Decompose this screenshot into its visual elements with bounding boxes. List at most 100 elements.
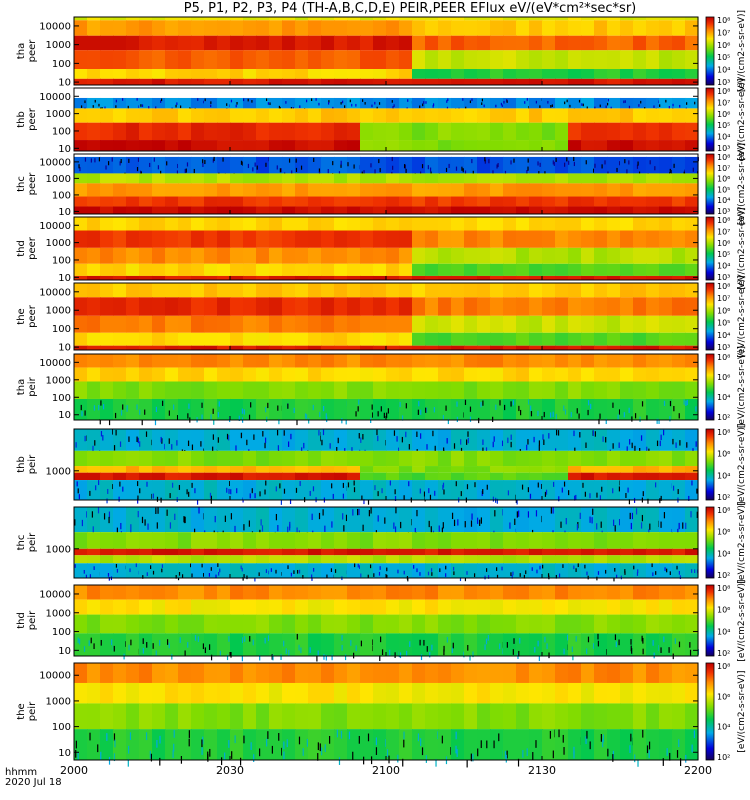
noise-speck — [289, 521, 291, 529]
spectrogram-cell — [568, 97, 582, 109]
y-tick-label: 10000 — [39, 589, 71, 600]
spectrogram-cell — [334, 472, 348, 481]
noise-speck — [527, 487, 529, 493]
spectrogram-cell — [490, 599, 504, 615]
spectrogram-cell — [672, 140, 686, 151]
spectrogram-cell — [373, 429, 387, 451]
noise-speck — [107, 488, 109, 494]
noise-speck — [86, 511, 88, 518]
noise-speck — [363, 756, 365, 765]
spectrogram-cell — [633, 480, 647, 500]
spectrogram-cell — [217, 729, 231, 760]
noise-speck — [405, 168, 407, 173]
spectrogram-cell — [230, 585, 244, 600]
spectrogram-cell — [126, 585, 140, 600]
spectrogram-cell — [412, 429, 426, 451]
spectrogram-cell — [139, 122, 153, 141]
spectrogram-cell — [269, 17, 283, 21]
spectrogram-cell — [555, 332, 569, 346]
noise-speck — [353, 164, 355, 169]
noise-speck — [299, 481, 301, 487]
spectrogram-cell — [308, 332, 322, 346]
noise-speck — [401, 415, 404, 421]
spectrogram-cell — [295, 548, 309, 556]
noise-speck — [618, 639, 620, 646]
spectrogram-cell — [529, 69, 543, 79]
spectrogram-cell — [503, 472, 517, 481]
spectrogram-cell — [477, 548, 491, 556]
noise-speck — [159, 735, 161, 744]
noise-speck — [666, 748, 668, 756]
spectrogram-cell — [685, 332, 699, 346]
spectrogram-cell — [152, 17, 166, 21]
noise-speck — [77, 488, 79, 494]
spectrogram-cell — [412, 275, 426, 280]
spectrogram-cell — [438, 17, 452, 21]
spectrogram-cell — [165, 429, 179, 451]
spectrogram-cell — [347, 50, 361, 70]
spectrogram-cell — [204, 682, 218, 704]
noise-speck — [629, 745, 631, 753]
noise-speck — [426, 444, 428, 450]
noise-speck — [149, 162, 151, 168]
spectrogram-cell — [568, 108, 582, 123]
spectrogram-cell — [269, 548, 283, 556]
spectrogram-cell — [100, 35, 114, 51]
spectrogram-cell — [126, 122, 140, 141]
noise-speck — [633, 565, 635, 570]
noise-speck — [623, 412, 625, 418]
noise-speck — [164, 443, 166, 450]
noise-speck — [660, 495, 662, 501]
noise-speck — [601, 164, 603, 169]
spectrogram-cell — [178, 263, 192, 276]
spectrogram-cell — [295, 35, 309, 51]
spectrogram-cell — [425, 217, 439, 231]
spectrogram-cell — [87, 283, 101, 298]
spectrogram-cell — [269, 354, 283, 368]
spectrogram-cell — [204, 703, 218, 730]
noise-speck — [318, 430, 320, 436]
noise-speck — [512, 571, 514, 576]
noise-speck — [201, 747, 203, 755]
spectrogram-cell — [633, 297, 647, 316]
noise-speck — [668, 647, 670, 653]
spectrogram-cell — [243, 108, 257, 123]
spectrogram-cell — [542, 156, 556, 174]
spectrogram-cell — [230, 247, 244, 264]
spectrogram-cell — [178, 50, 192, 70]
spectrogram-cell — [672, 345, 686, 350]
spectrogram-cell — [217, 345, 231, 350]
spectrogram-cell — [74, 183, 88, 197]
noise-speck — [140, 104, 142, 107]
spectrogram-cell — [126, 196, 140, 207]
noise-speck — [585, 736, 587, 744]
spectrogram-cell — [139, 332, 153, 346]
noise-speck — [518, 650, 520, 657]
noise-speck — [581, 103, 583, 106]
spectrogram-cell — [282, 381, 296, 399]
noise-speck — [360, 640, 362, 647]
spectrogram-cell — [620, 156, 634, 174]
spectrogram-cell — [516, 599, 530, 615]
spectrogram-cell — [100, 332, 114, 346]
spectrogram-cell — [685, 17, 699, 21]
spectrogram-cell — [152, 480, 166, 500]
spectrogram-cell — [607, 398, 621, 420]
spectrogram-cell — [204, 472, 218, 481]
spectrogram-cell — [204, 315, 218, 333]
spectrogram-cell — [113, 633, 127, 656]
spectrogram-cell — [230, 50, 244, 70]
spectrogram-cell — [659, 585, 673, 600]
spectrogram-cell — [399, 108, 413, 123]
noise-speck — [301, 447, 303, 453]
spectrogram-cell — [425, 429, 439, 451]
noise-speck — [438, 525, 440, 532]
colorbar-tick-label: 10⁴ — [717, 627, 730, 636]
noise-speck — [589, 493, 591, 499]
spectrogram-cell — [295, 140, 309, 151]
noise-speck — [435, 758, 437, 767]
spectrogram-cell — [490, 480, 504, 500]
spectrogram-cell — [620, 263, 634, 276]
spectrogram-cell — [282, 50, 296, 70]
spectrogram-cell — [334, 450, 348, 467]
